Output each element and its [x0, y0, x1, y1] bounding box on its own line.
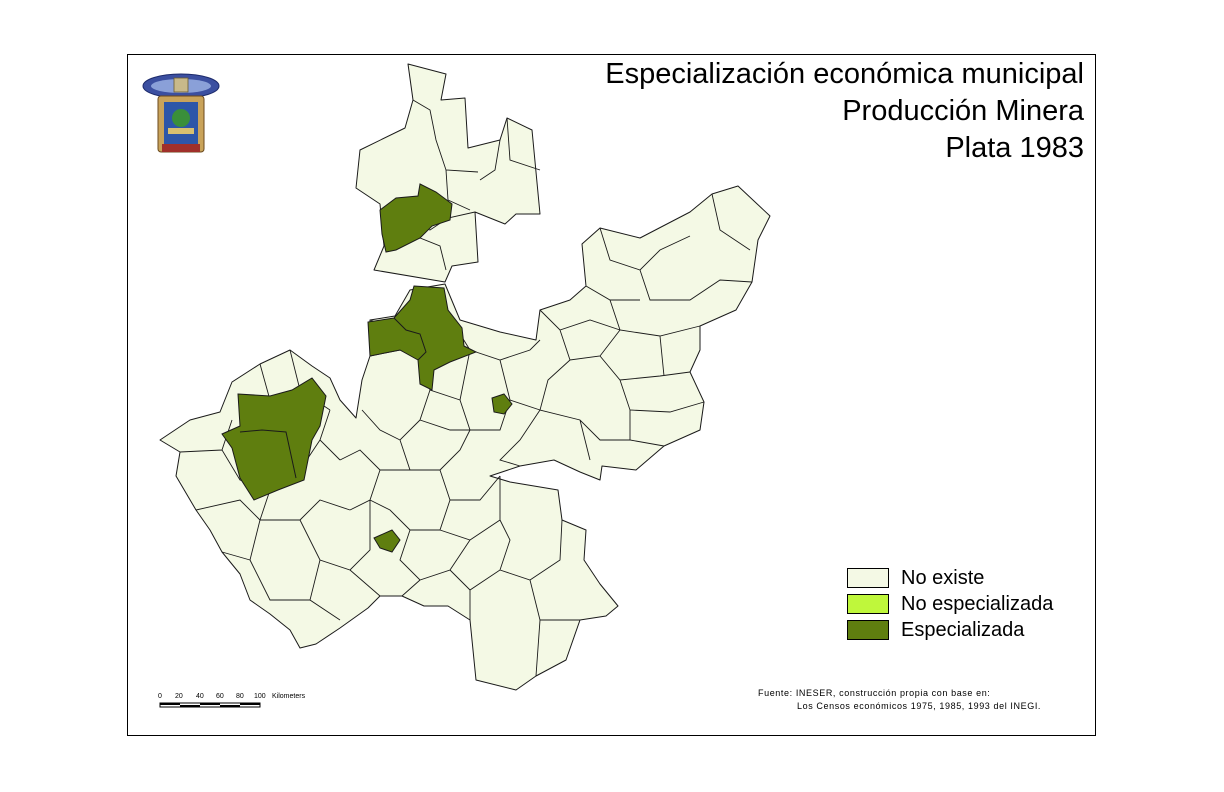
title-line-2: Producción Minera: [842, 95, 1084, 127]
scale-tick-0: 0: [158, 693, 162, 700]
title-line-3: Plata 1983: [945, 132, 1084, 164]
legend-item-especializada: Especializada: [847, 617, 1053, 643]
scale-unit: Kilometers: [272, 693, 306, 700]
legend-swatch-especializada: [847, 620, 889, 640]
source-line-2: Los Censos económicos 1975, 1985, 1993 d…: [797, 701, 1042, 711]
source-note: Fuente: INESER, construcción propia con …: [758, 687, 1041, 713]
university-seal-icon: [142, 73, 220, 153]
map-title: Especialización económica municipal Prod…: [605, 56, 1084, 167]
scale-tick-80: 80: [236, 693, 244, 700]
scale-tick-40: 40: [196, 693, 204, 700]
specialized-municipality-central-north: [367, 285, 478, 391]
specialized-municipality-center-east: [491, 393, 513, 415]
source-line-1: Fuente: INESER, construcción propia con …: [758, 688, 991, 698]
map-frame: [127, 54, 1096, 736]
specialized-municipalities: [221, 183, 513, 553]
specialized-municipality-central-north-boundary: [393, 317, 427, 361]
legend-label: Especializada: [901, 618, 1025, 641]
legend-item-no-existe: No existe: [847, 565, 1053, 591]
title-line-1: Especialización económica municipal: [605, 58, 1084, 90]
legend-swatch-no-especializada: [847, 594, 889, 614]
specialized-municipality-north: [379, 183, 453, 253]
specialized-municipality-west: [221, 377, 327, 501]
legend-label: No especializada: [901, 592, 1054, 615]
legend-item-no-especializada: No especializada: [847, 591, 1053, 617]
scale-tick-20: 20: [175, 693, 183, 700]
legend-swatch-no-existe: [847, 568, 889, 588]
legend: No existe No especializada Especializada: [847, 565, 1053, 643]
scale-tick-60: 60: [216, 693, 224, 700]
legend-label: No existe: [901, 566, 985, 589]
scale-tick-100: 100: [254, 693, 266, 700]
specialized-municipality-south: [373, 529, 401, 553]
specialized-municipality-west-boundary: [239, 429, 297, 479]
scale-bar: 0 20 40 60 80 100 Kilometers: [158, 693, 306, 708]
